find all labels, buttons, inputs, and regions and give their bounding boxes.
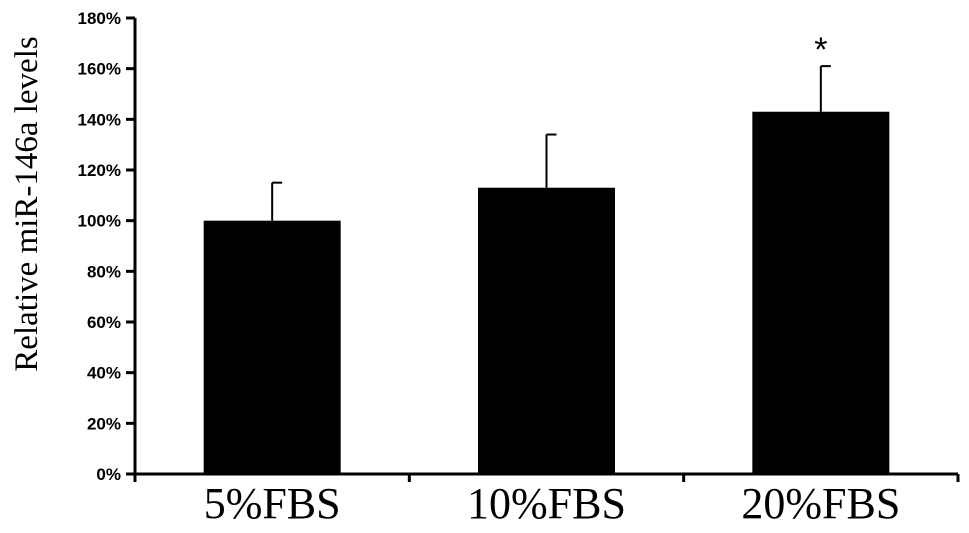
- y-ticks-group: 0% 20% 40% 60% 80% 100% 120% 140% 160% 180%: [78, 9, 135, 484]
- y-tick-label: 120%: [78, 161, 121, 180]
- y-tick-label: 60%: [87, 313, 121, 332]
- x-tick-label: 5%FBS: [204, 479, 341, 528]
- y-tick-label: 40%: [87, 364, 121, 383]
- error-bars-group: [271, 65, 831, 221]
- y-tick-label: 140%: [78, 110, 121, 129]
- significance-marker: *: [814, 31, 827, 69]
- annotations-group: *: [814, 31, 827, 69]
- x-tick-label: 20%FBS: [741, 479, 900, 528]
- bar: [752, 111, 890, 474]
- x-ticks-group: 5%FBS 10%FBS 20%FBS: [133, 474, 960, 528]
- y-tick-label: 20%: [87, 414, 121, 433]
- y-axis-label: Relative miR-146a levels: [9, 36, 45, 371]
- x-tick-label: 10%FBS: [467, 479, 626, 528]
- bars-group: [203, 111, 890, 474]
- bar: [203, 220, 341, 474]
- bar: [478, 187, 615, 474]
- y-tick-label: 160%: [78, 60, 121, 79]
- y-tick-label: 80%: [87, 262, 121, 281]
- y-tick-label: 180%: [78, 9, 121, 28]
- y-tick-label: 0%: [96, 465, 121, 484]
- y-tick-label: 100%: [78, 212, 121, 231]
- axes-group: [133, 18, 958, 476]
